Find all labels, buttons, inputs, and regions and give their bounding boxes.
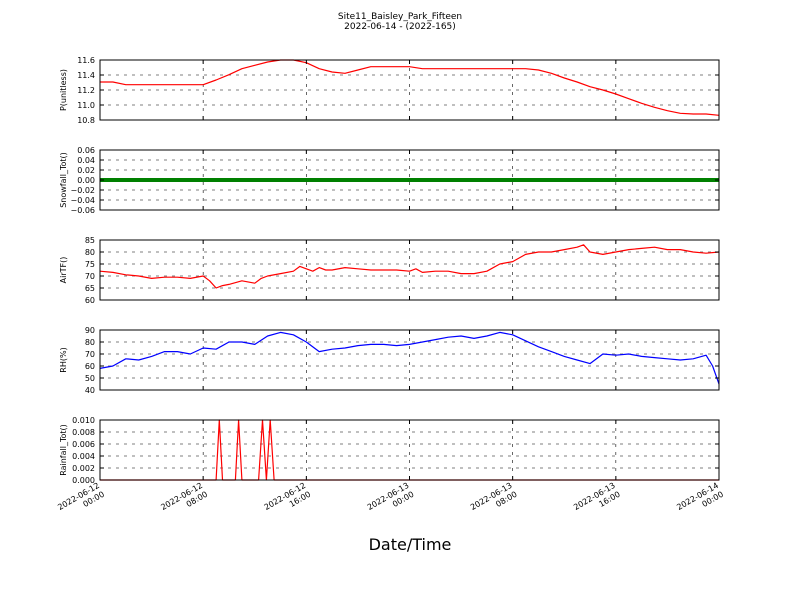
y-tick-label: 11.4 <box>77 71 95 80</box>
y-axis-label: Snowfall_Tot() <box>59 152 68 208</box>
x-axis-label: Date/Time <box>369 535 452 554</box>
y-tick-label: 70 <box>85 350 95 359</box>
y-tick-label: 0.006 <box>72 440 95 449</box>
y-tick-label: 60 <box>85 296 95 305</box>
panels: 11.611.411.211.010.8P(unitless)0.060.040… <box>59 56 720 485</box>
series-line <box>99 331 720 385</box>
y-tick-label: 0.06 <box>77 146 95 155</box>
figure-title-line1: Site11_Baisley_Park_Fifteen <box>338 12 462 22</box>
y-axis-label: Rainfall_Tot() <box>59 424 68 476</box>
y-tick-label: 0.04 <box>77 156 95 165</box>
y-tick-label: 0.000 <box>72 476 95 485</box>
y-tick-label: 0.008 <box>72 428 95 437</box>
y-tick-label: 50 <box>85 374 95 383</box>
y-tick-label: 11.6 <box>77 56 95 65</box>
y-tick-label: 85 <box>85 236 95 245</box>
panel-5: 0.010 0.008 0.006 0.004 0.002 0.000 Rainfall_T… <box>59 416 720 485</box>
y-tick-label: 80 <box>85 248 95 257</box>
y-tick-label: 60 <box>85 362 95 371</box>
y-tick-label: −0.06 <box>70 206 95 215</box>
series-line <box>99 244 720 289</box>
panel-2: 0.060.040.020.00−0.02−0.04−0.06Snowfall_… <box>59 146 720 215</box>
y-tick-label: 11.0 <box>77 101 95 110</box>
y-tick-label: 0.02 <box>77 166 95 175</box>
y-tick-label: 75 <box>85 260 95 269</box>
y-tick-label: 40 <box>85 386 95 395</box>
y-tick-label: 11.2 <box>77 86 95 95</box>
panel-3: 85 80 75 70 65 60 AirTF() <box>59 236 720 305</box>
y-tick-label: 90 <box>85 326 95 335</box>
series-line <box>100 59 720 116</box>
y-tick-label: 0.004 <box>72 452 95 461</box>
y-tick-label: 0.010 <box>72 416 95 425</box>
y-axis-label: RH(%) <box>59 347 68 372</box>
y-tick-label: 80 <box>85 338 95 347</box>
y-tick-label: −0.02 <box>70 186 95 195</box>
y-tick-label: 70 <box>85 272 95 281</box>
figure-title-line2: 2022-06-14 - (2022-165) <box>344 22 456 32</box>
y-axis-label: P(unitless) <box>59 69 68 111</box>
y-tick-label: 10.8 <box>77 116 95 125</box>
y-tick-label: 0.00 <box>77 176 95 185</box>
y-tick-label: −0.04 <box>70 196 95 205</box>
y-axis-label: AirTF() <box>59 257 68 284</box>
panel-4: 90 80 70 60 50 40 RH(%) <box>59 326 720 395</box>
y-tick-label: 0.002 <box>72 464 95 473</box>
panel-1: 11.6 11.4 11.2 11.0 10.8 P(unitless) <box>59 56 720 125</box>
y-tick-label: 65 <box>85 284 95 293</box>
